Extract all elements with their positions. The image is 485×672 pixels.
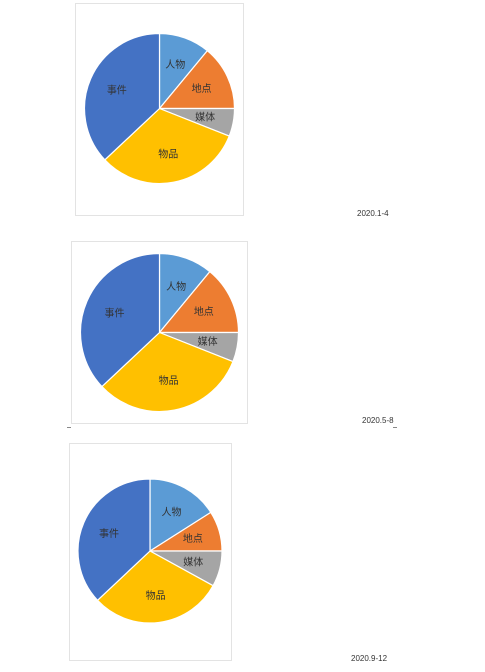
corner-mark-right	[393, 427, 397, 428]
pie-slice-3-item	[96, 550, 214, 624]
period-label-3: 2020.9-12	[351, 654, 388, 663]
slice-label-2-people: 人物	[166, 280, 186, 293]
corner-mark-left	[67, 427, 71, 428]
slice-label-2-media: 媒体	[198, 336, 218, 348]
pie-slice-3-people	[149, 478, 212, 553]
slice-label-2-place: 地点	[194, 305, 214, 318]
pie-slice-2-place	[158, 270, 240, 334]
slice-label-1-people: 人物	[165, 58, 185, 71]
pie-slice-1-place	[158, 49, 236, 110]
slice-label-3-item: 物品	[146, 589, 166, 602]
slice-label-1-media: 媒体	[195, 112, 215, 124]
pie-slice-1-event	[83, 32, 161, 161]
period-label-1: 2020.1-4	[357, 209, 389, 218]
slice-label-1-item: 物品	[158, 148, 178, 161]
period-label-2: 2020.5-8	[362, 416, 394, 425]
slice-label-1-place: 地点	[192, 82, 212, 95]
slice-label-2-item: 物品	[159, 374, 179, 387]
slice-label-3-people: 人物	[162, 505, 182, 518]
pie-slice-1-item	[103, 107, 231, 185]
pie-slice-2-item	[101, 331, 234, 413]
slice-label-3-event: 事件	[99, 527, 119, 540]
pie-slice-3-event	[77, 478, 151, 602]
slice-label-2-event: 事件	[105, 307, 125, 320]
slice-label-3-media: 媒体	[183, 557, 203, 569]
slice-label-1-event: 事件	[107, 84, 127, 97]
slice-label-3-place: 地点	[183, 532, 203, 545]
pie-slice-2-event	[79, 252, 161, 388]
